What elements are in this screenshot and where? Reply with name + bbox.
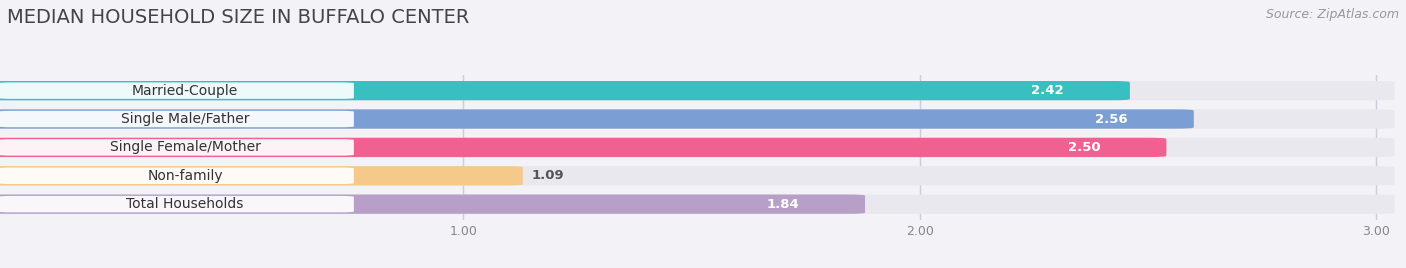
FancyBboxPatch shape — [0, 138, 1395, 157]
FancyBboxPatch shape — [0, 166, 523, 185]
FancyBboxPatch shape — [706, 196, 865, 212]
Text: Single Male/Father: Single Male/Father — [121, 112, 249, 126]
FancyBboxPatch shape — [0, 168, 354, 184]
FancyBboxPatch shape — [970, 83, 1129, 99]
FancyBboxPatch shape — [0, 81, 1129, 100]
Text: 2.56: 2.56 — [1095, 113, 1128, 125]
Text: Married-Couple: Married-Couple — [132, 84, 238, 98]
FancyBboxPatch shape — [0, 111, 354, 127]
Text: 1.84: 1.84 — [766, 198, 799, 211]
FancyBboxPatch shape — [0, 195, 865, 214]
FancyBboxPatch shape — [0, 109, 1194, 129]
FancyBboxPatch shape — [0, 138, 1166, 157]
Text: 2.50: 2.50 — [1067, 141, 1101, 154]
Text: Non-family: Non-family — [148, 169, 222, 183]
FancyBboxPatch shape — [0, 166, 1395, 185]
FancyBboxPatch shape — [0, 196, 354, 212]
Text: Source: ZipAtlas.com: Source: ZipAtlas.com — [1265, 8, 1399, 21]
Text: 1.09: 1.09 — [531, 169, 564, 182]
Text: MEDIAN HOUSEHOLD SIZE IN BUFFALO CENTER: MEDIAN HOUSEHOLD SIZE IN BUFFALO CENTER — [7, 8, 470, 27]
FancyBboxPatch shape — [0, 109, 1395, 129]
Text: Single Female/Mother: Single Female/Mother — [110, 140, 260, 154]
FancyBboxPatch shape — [1033, 111, 1194, 127]
FancyBboxPatch shape — [0, 195, 1395, 214]
FancyBboxPatch shape — [0, 83, 354, 99]
Text: 2.42: 2.42 — [1031, 84, 1064, 97]
FancyBboxPatch shape — [0, 139, 354, 156]
FancyBboxPatch shape — [1007, 139, 1166, 156]
Text: Total Households: Total Households — [127, 197, 243, 211]
FancyBboxPatch shape — [0, 81, 1395, 100]
